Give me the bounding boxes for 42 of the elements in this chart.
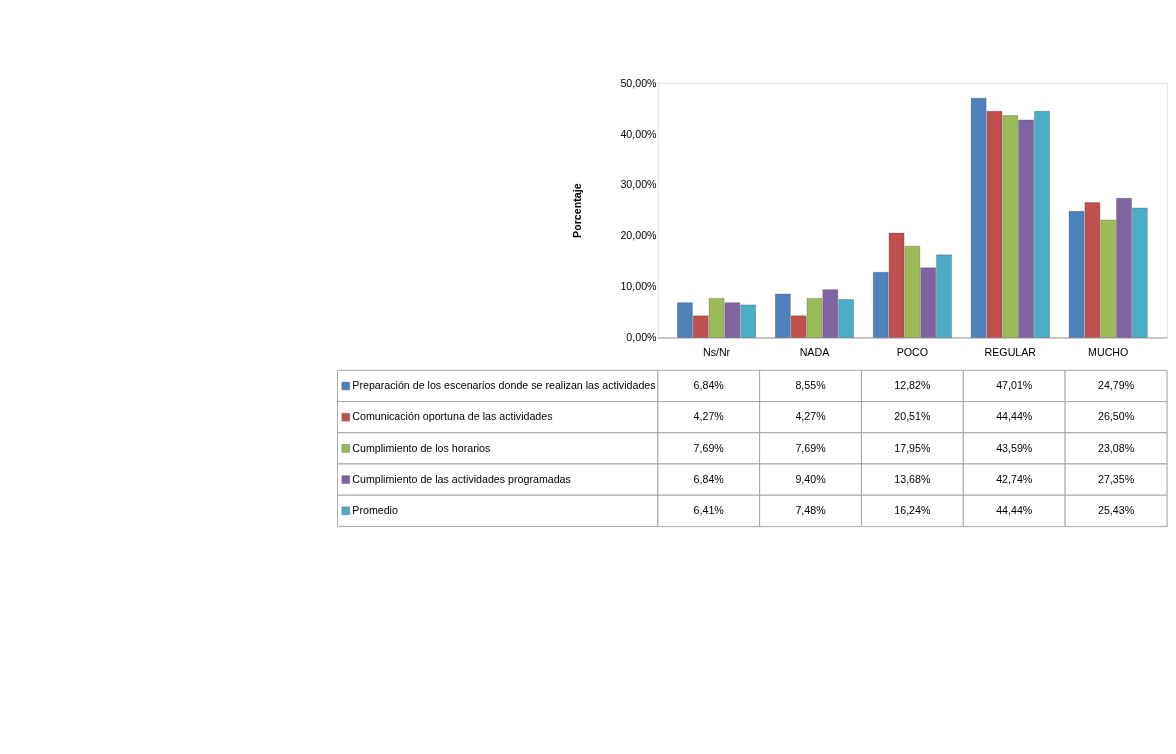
data-label: 20,51% — [894, 410, 931, 423]
legend-label: Cumplimiento de las actividades programadas — [352, 472, 571, 485]
y-axis-title: Porcentaje — [570, 183, 583, 238]
x-tick-label: MUCHO — [1088, 346, 1129, 358]
data-label: 44,44% — [996, 504, 1033, 517]
data-label: 7,48% — [795, 504, 827, 517]
y-tick-label: 50,00% — [620, 76, 658, 89]
x-tick-label: Ns/Nr — [702, 346, 731, 358]
data-label: 4,27% — [693, 410, 725, 423]
data-label: 25,43% — [1097, 504, 1135, 517]
data-label: 8,55% — [795, 379, 827, 392]
data-label: 16,24% — [894, 504, 931, 517]
data-label: 9,40% — [795, 472, 827, 485]
y-tick-label: 30,00% — [620, 178, 658, 191]
data-label: 12,82% — [894, 379, 931, 392]
y-tick-label: 20,00% — [620, 229, 658, 242]
data-label: 24,79% — [1097, 379, 1135, 392]
data-label: 47,01% — [996, 379, 1033, 392]
y-tick-label: 0,00% — [626, 331, 658, 344]
data-label: 6,84% — [693, 472, 725, 485]
data-label: 6,41% — [693, 504, 725, 517]
data-label: 7,69% — [795, 441, 827, 454]
data-label: 23,08% — [1097, 441, 1135, 454]
y-tick-label: 10,00% — [620, 280, 658, 293]
data-label: 43,59% — [996, 441, 1033, 454]
data-label: 6,84% — [693, 379, 725, 392]
x-tick-label: POCO — [896, 346, 929, 358]
y-tick-label: 40,00% — [620, 127, 658, 140]
legend-label: Preparación de los escenarios donde se realizan las actividades — [352, 379, 656, 392]
data-label: 4,27% — [795, 410, 827, 423]
legend-label: Cumplimiento de los horarios — [352, 441, 491, 454]
data-label: 17,95% — [894, 441, 931, 454]
data-label: 7,69% — [693, 441, 725, 454]
x-tick-label: REGULAR — [984, 346, 1037, 358]
data-label: 44,44% — [996, 410, 1033, 423]
data-label: 13,68% — [894, 472, 931, 485]
legend-label: Comunicación oportuna de las actividades — [352, 410, 553, 423]
data-label: 26,50% — [1097, 410, 1135, 423]
data-label: 42,74% — [996, 472, 1033, 485]
legend-label: Promedio — [352, 504, 398, 517]
x-tick-label: NADA — [799, 346, 831, 358]
data-label: 27,35% — [1097, 472, 1135, 485]
